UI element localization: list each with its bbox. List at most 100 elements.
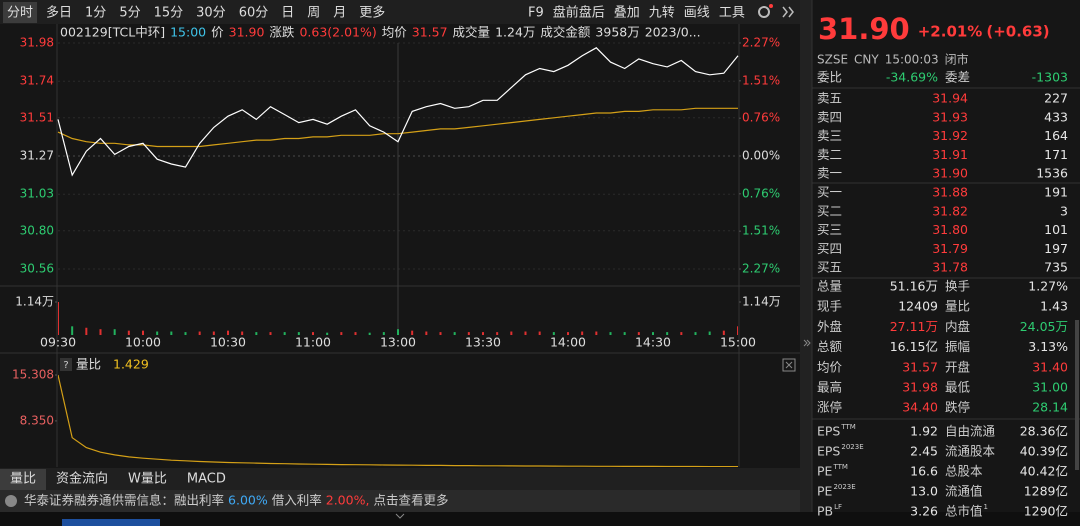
ratio-value: -1303 bbox=[1032, 70, 1068, 85]
info-item: 成交量 bbox=[453, 25, 491, 40]
stat-label: 换手 bbox=[945, 279, 970, 294]
book-volume: 433 bbox=[1044, 109, 1068, 124]
volume-bar bbox=[538, 331, 541, 335]
book-volume: 1536 bbox=[1036, 166, 1068, 181]
volume-bar bbox=[58, 302, 59, 335]
banner-text: 6.00% bbox=[228, 493, 268, 508]
toolbar-tab[interactable]: 月 bbox=[333, 6, 346, 21]
toolbar-tab[interactable]: 60分 bbox=[239, 6, 269, 21]
banner-bg bbox=[0, 490, 800, 512]
stat-value: 28.14 bbox=[1032, 400, 1068, 415]
info-item: 0.63(2.01%) bbox=[299, 25, 376, 40]
price-line bbox=[57, 107, 738, 148]
volume-bar bbox=[170, 331, 173, 335]
toolbar-tab[interactable]: 多日 bbox=[46, 5, 72, 21]
volume-bar bbox=[609, 332, 612, 335]
fund-value: 13.0 bbox=[910, 484, 938, 499]
book-label: 卖一 bbox=[817, 166, 842, 181]
stat-label: 最高 bbox=[817, 380, 842, 395]
book-price: 31.90 bbox=[932, 166, 968, 181]
y-tick-label: 30.56 bbox=[20, 262, 54, 276]
expand-icon[interactable] bbox=[782, 6, 794, 18]
toolbar-tab[interactable]: 1分 bbox=[85, 6, 106, 21]
volume-bar bbox=[255, 332, 258, 335]
volume-bar bbox=[227, 330, 229, 335]
toolbar-tab[interactable]: 5分 bbox=[119, 6, 140, 21]
fund-value: 2.45 bbox=[910, 444, 938, 459]
book-price: 31.93 bbox=[932, 109, 968, 124]
warning-icon bbox=[5, 495, 17, 507]
volume-bar bbox=[340, 332, 343, 335]
fund-sup: LF bbox=[834, 503, 842, 511]
footer-arrow[interactable] bbox=[395, 513, 405, 519]
volume-bar bbox=[85, 327, 88, 335]
y2-tick-label: 2.27% bbox=[742, 262, 780, 276]
close-icon[interactable] bbox=[782, 358, 796, 372]
fund-label: PE bbox=[817, 484, 833, 499]
close-glyph bbox=[785, 361, 793, 369]
volume-bar bbox=[368, 332, 371, 335]
fund-label: EPS bbox=[817, 424, 840, 439]
stat-value: 24.05万 bbox=[1020, 319, 1068, 334]
stat-value: 31.40 bbox=[1032, 359, 1068, 374]
y2-tick-label: 1.51% bbox=[742, 73, 780, 87]
toolbar-bg bbox=[0, 0, 800, 24]
volume-bar bbox=[269, 332, 272, 335]
info-item: 1.24万 bbox=[495, 25, 535, 40]
toolbar-tab[interactable]: 分时 bbox=[7, 6, 33, 21]
help-icon[interactable] bbox=[60, 358, 72, 371]
banner-text: 2.00%, bbox=[326, 493, 370, 508]
volume-bar bbox=[127, 330, 130, 335]
book-volume: 164 bbox=[1044, 128, 1068, 143]
toolbar-tool[interactable]: F9 bbox=[528, 6, 544, 21]
stat-value: 27.11万 bbox=[890, 319, 938, 334]
stat-value: 31.00 bbox=[1032, 380, 1068, 395]
toolbar-tab[interactable]: 周 bbox=[307, 6, 320, 21]
settings-icon[interactable] bbox=[758, 6, 770, 18]
volume-bar bbox=[581, 331, 584, 335]
toolbar-tool[interactable]: 九转 bbox=[649, 6, 675, 21]
volume-bar bbox=[737, 326, 738, 335]
toolbar-tool[interactable]: 盘前盘后 bbox=[553, 5, 605, 21]
y-tick-label: 30.80 bbox=[20, 223, 54, 237]
fund-value: 16.6 bbox=[910, 464, 938, 479]
toolbar-tab[interactable]: 30分 bbox=[196, 6, 226, 21]
x-tick-label: 15:00 bbox=[720, 335, 756, 350]
volume-bar bbox=[283, 332, 286, 335]
y-tick-label: 15.308 bbox=[12, 368, 54, 382]
toolbar-tool[interactable]: 工具 bbox=[719, 6, 745, 21]
scrollbar[interactable] bbox=[1075, 320, 1079, 470]
y-tick-label: 31.74 bbox=[20, 74, 54, 88]
x-tick-label: 10:00 bbox=[125, 335, 161, 350]
quote-meta: SZSE bbox=[817, 53, 848, 67]
bottom-tab[interactable]: MACD bbox=[187, 472, 226, 487]
stat-value: 51.16万 bbox=[890, 279, 938, 294]
toolbar-tab[interactable]: 日 bbox=[281, 6, 294, 21]
volume-bar bbox=[496, 332, 499, 335]
toolbar-tool[interactable]: 叠加 bbox=[614, 6, 640, 21]
volume-bar bbox=[99, 329, 102, 335]
bottom-tab[interactable]: 量比 bbox=[10, 472, 36, 487]
toolbar-tool[interactable]: 画线 bbox=[684, 6, 710, 21]
stat-label: 最低 bbox=[945, 380, 971, 395]
info-line: 002129[TCL中环] 15:00 价 31.90 涨跌 0.63(2.01%) 均价 3… bbox=[60, 25, 701, 40]
quote-price: 31.90 bbox=[818, 12, 910, 46]
toolbar-tab[interactable]: 更多 bbox=[359, 5, 385, 21]
book-volume: 101 bbox=[1044, 222, 1068, 237]
bottom-tab[interactable]: 资金流向 bbox=[56, 471, 108, 487]
volume-bar bbox=[637, 332, 640, 335]
bottom-tab[interactable]: W量比 bbox=[128, 472, 167, 487]
y2-tick-label: 1.51% bbox=[742, 224, 780, 238]
fund-sup: 2023E bbox=[841, 443, 863, 451]
volume-bar bbox=[312, 332, 314, 335]
banner-text[interactable]: 点击查看更多 bbox=[373, 493, 448, 508]
volume-bar bbox=[524, 331, 527, 335]
stat-label: 开盘 bbox=[945, 359, 970, 374]
volume-bar bbox=[510, 331, 513, 335]
stat-value: 34.40 bbox=[902, 400, 938, 415]
toolbar-tab[interactable]: 15分 bbox=[154, 6, 184, 21]
fund-label: 总市值 bbox=[945, 504, 983, 519]
volume-bars bbox=[58, 302, 738, 335]
y2-tick-label: 0.76% bbox=[742, 186, 780, 200]
y2-tick-label: 1.14万 bbox=[742, 295, 781, 309]
